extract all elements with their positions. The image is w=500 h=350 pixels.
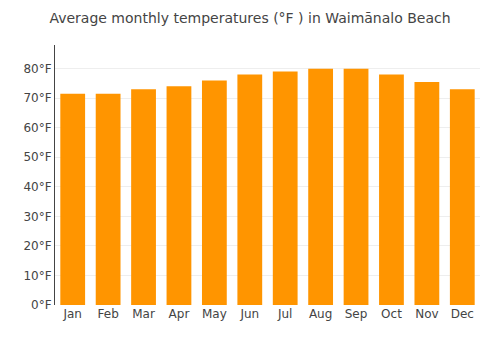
svg-text:Average monthly temperatures (: Average monthly temperatures (°F ) in Wa… xyxy=(49,10,450,26)
svg-text:Dec: Dec xyxy=(451,307,474,321)
svg-text:50°F: 50°F xyxy=(23,150,51,164)
svg-text:Feb: Feb xyxy=(98,307,119,321)
svg-text:Jun: Jun xyxy=(239,307,259,321)
svg-text:10°F: 10°F xyxy=(23,269,51,283)
svg-text:80°F: 80°F xyxy=(23,62,51,76)
svg-text:May: May xyxy=(202,307,227,321)
svg-text:Jul: Jul xyxy=(277,307,292,321)
svg-text:Jan: Jan xyxy=(62,307,82,321)
svg-text:40°F: 40°F xyxy=(23,180,51,194)
svg-text:30°F: 30°F xyxy=(23,210,51,224)
svg-text:Mar: Mar xyxy=(132,307,155,321)
svg-text:20°F: 20°F xyxy=(23,239,51,253)
svg-text:70°F: 70°F xyxy=(23,91,51,105)
svg-text:Sep: Sep xyxy=(345,307,368,321)
svg-text:60°F: 60°F xyxy=(23,121,51,135)
svg-text:Aug: Aug xyxy=(309,307,332,321)
svg-text:Nov: Nov xyxy=(415,307,438,321)
svg-text:Oct: Oct xyxy=(381,307,402,321)
svg-text:Apr: Apr xyxy=(169,307,190,321)
svg-text:0°F: 0°F xyxy=(31,298,52,312)
